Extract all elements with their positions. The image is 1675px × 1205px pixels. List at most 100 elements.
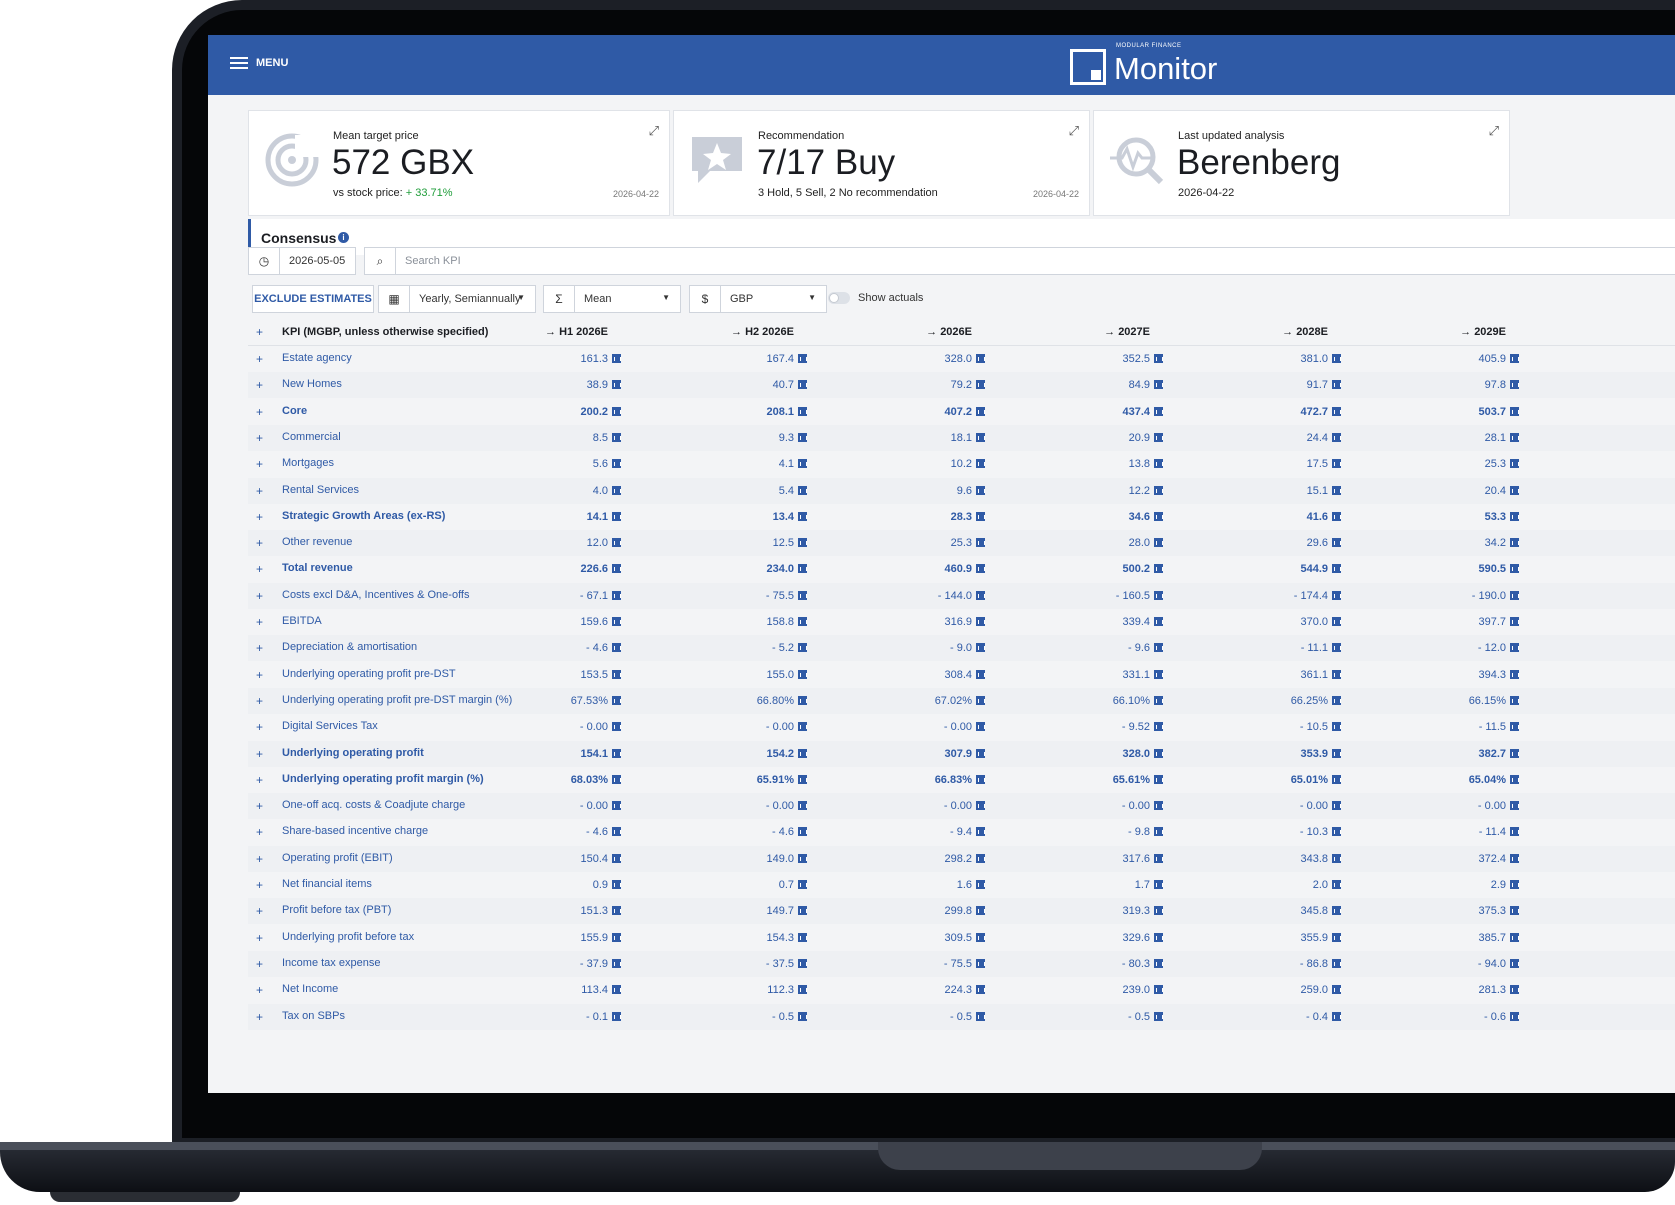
table-row[interactable]: + Underlying operating profit 154.1 154.2 30… (248, 740, 1675, 767)
bar-chart-icon[interactable] (1332, 511, 1341, 521)
bar-chart-icon[interactable] (1154, 485, 1163, 495)
bar-chart-icon[interactable] (1332, 748, 1341, 758)
column-header[interactable]: → H1 2026E (545, 326, 608, 338)
bar-chart-icon[interactable] (1154, 1011, 1163, 1021)
bar-chart-icon[interactable] (798, 853, 807, 863)
bar-chart-icon[interactable] (976, 695, 985, 705)
bar-chart-icon[interactable] (612, 774, 621, 784)
bar-chart-icon[interactable] (798, 695, 807, 705)
bar-chart-icon[interactable] (612, 827, 621, 837)
bar-chart-icon[interactable] (798, 617, 807, 626)
kpi-name[interactable]: Underlying operating profit pre-DST (282, 667, 456, 680)
table-row[interactable]: + Net financial items 0.9 0.7 1.6 1.7 2.0 2.9 (248, 872, 1675, 898)
bar-chart-icon[interactable] (976, 432, 985, 442)
bar-chart-icon[interactable] (976, 511, 985, 521)
bar-chart-icon[interactable] (798, 590, 807, 600)
bar-chart-icon[interactable] (1154, 932, 1163, 942)
kpi-name[interactable]: New Homes (282, 378, 342, 391)
bar-chart-icon[interactable] (798, 643, 807, 653)
bar-chart-icon[interactable] (1510, 485, 1519, 495)
expand-row-icon[interactable]: + (256, 378, 264, 393)
search-kpi[interactable]: ⌕ Search KPI (364, 247, 1675, 275)
bar-chart-icon[interactable] (1154, 880, 1163, 889)
table-row[interactable]: + Net Income 113.4 112.3 224.3 239.0 259.0 281.… (248, 977, 1675, 1003)
bar-chart-icon[interactable] (612, 380, 621, 390)
kpi-name[interactable]: Costs excl D&A, Incentives & One-offs (282, 588, 470, 601)
kpi-name[interactable]: Rental Services (282, 483, 360, 496)
bar-chart-icon[interactable] (976, 617, 985, 626)
bar-chart-icon[interactable] (798, 406, 807, 416)
bar-chart-icon[interactable] (976, 354, 985, 363)
bar-chart-icon[interactable] (1154, 432, 1163, 442)
bar-chart-icon[interactable] (1332, 564, 1341, 574)
card-recommendation[interactable]: Recommendation 7/17 Buy 3 Hold, 5 Sell, … (673, 110, 1090, 216)
bar-chart-icon[interactable] (976, 748, 985, 758)
bar-chart-icon[interactable] (1332, 459, 1341, 469)
bar-chart-icon[interactable] (1332, 853, 1341, 863)
expand-row-icon[interactable]: + (256, 930, 264, 945)
bar-chart-icon[interactable] (1332, 617, 1341, 626)
bar-chart-icon[interactable] (798, 1011, 807, 1021)
bar-chart-icon[interactable] (1332, 801, 1341, 811)
bar-chart-icon[interactable] (976, 880, 985, 889)
bar-chart-icon[interactable] (1154, 853, 1163, 863)
bar-chart-icon[interactable] (976, 459, 985, 469)
table-row[interactable]: + Underlying operating profit pre-DST mar… (248, 687, 1675, 714)
table-row[interactable]: + Income tax expense - 37.9 - 37.5 - 75.5 - 8… (248, 950, 1675, 977)
bar-chart-icon[interactable] (1154, 511, 1163, 521)
bar-chart-icon[interactable] (1332, 958, 1341, 968)
bar-chart-icon[interactable] (1332, 669, 1341, 679)
expand-row-icon[interactable]: + (256, 588, 264, 603)
bar-chart-icon[interactable] (1510, 669, 1519, 679)
bar-chart-icon[interactable] (976, 774, 985, 784)
bar-chart-icon[interactable] (1510, 617, 1519, 626)
bar-chart-icon[interactable] (1154, 538, 1163, 548)
bar-chart-icon[interactable] (798, 380, 807, 390)
bar-chart-icon[interactable] (798, 985, 807, 995)
kpi-name[interactable]: Total revenue (282, 562, 353, 575)
bar-chart-icon[interactable] (1154, 406, 1163, 416)
table-row[interactable]: + Underlying operating profit pre-DST 153.… (248, 662, 1675, 688)
bar-chart-icon[interactable] (612, 932, 621, 942)
table-row[interactable]: + Profit before tax (PBT) 151.3 149.7 299.8 3… (248, 898, 1675, 925)
bar-chart-icon[interactable] (1510, 853, 1519, 863)
bar-chart-icon[interactable] (612, 354, 621, 363)
bar-chart-icon[interactable] (1154, 459, 1163, 469)
bar-chart-icon[interactable] (798, 906, 807, 916)
period-select[interactable]: ▦ Yearly, Semiannually ▼ (378, 285, 536, 313)
bar-chart-icon[interactable] (612, 1011, 621, 1021)
kpi-name[interactable]: Estate agency (282, 352, 352, 364)
bar-chart-icon[interactable] (1510, 774, 1519, 784)
bar-chart-icon[interactable] (1510, 432, 1519, 442)
bar-chart-icon[interactable] (1510, 880, 1519, 889)
bar-chart-icon[interactable] (612, 564, 621, 574)
bar-chart-icon[interactable] (1154, 827, 1163, 837)
bar-chart-icon[interactable] (798, 880, 807, 889)
table-row[interactable]: + Other revenue 12.0 12.5 25.3 28.0 29.6 34.2 (248, 530, 1675, 557)
bar-chart-icon[interactable] (1154, 590, 1163, 600)
bar-chart-icon[interactable] (976, 1011, 985, 1021)
bar-chart-icon[interactable] (1510, 801, 1519, 811)
kpi-name[interactable]: EBITDA (282, 615, 322, 627)
expand-row-icon[interactable]: + (256, 352, 264, 366)
bar-chart-icon[interactable] (1154, 774, 1163, 784)
bar-chart-icon[interactable] (1510, 643, 1519, 653)
kpi-name[interactable]: Strategic Growth Areas (ex-RS) (282, 509, 446, 522)
table-row[interactable]: + Commercial 8.5 9.3 18.1 20.9 24.4 28.1 (248, 424, 1675, 451)
bar-chart-icon[interactable] (1332, 1011, 1341, 1021)
bar-chart-icon[interactable] (1332, 985, 1341, 995)
bar-chart-icon[interactable] (798, 538, 807, 548)
table-row[interactable]: + Share-based incentive charge - 4.6 - 4.6 -… (248, 819, 1675, 845)
bar-chart-icon[interactable] (1332, 406, 1341, 416)
bar-chart-icon[interactable] (798, 774, 807, 784)
bar-chart-icon[interactable] (612, 432, 621, 442)
bar-chart-icon[interactable] (1510, 722, 1519, 732)
bar-chart-icon[interactable] (976, 564, 985, 574)
bar-chart-icon[interactable] (1510, 906, 1519, 916)
expand-row-icon[interactable]: + (256, 956, 264, 971)
bar-chart-icon[interactable] (976, 827, 985, 837)
table-row[interactable]: + Core 200.2 208.1 407.2 437.4 472.7 503.7 (248, 399, 1675, 425)
card-last-analysis[interactable]: Last updated analysis Berenberg 2026-04-… (1093, 110, 1510, 216)
bar-chart-icon[interactable] (612, 459, 621, 469)
bar-chart-icon[interactable] (798, 932, 807, 942)
